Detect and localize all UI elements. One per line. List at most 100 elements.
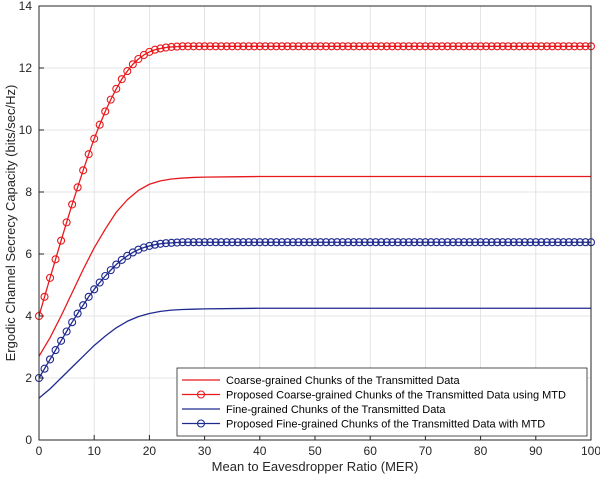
series-4-point [487, 238, 496, 247]
series-2-point [415, 42, 424, 51]
y-axis-label: Ergodic Channel Secrecy Capacity (bits/s… [3, 85, 18, 362]
series-4-point [388, 238, 397, 247]
series-2-point [272, 42, 281, 51]
series-2-point [233, 42, 242, 51]
series-2-point [382, 42, 391, 51]
series-4-point [531, 238, 540, 247]
series-2-point [498, 42, 507, 51]
series-4-point [432, 238, 441, 247]
series-2-point [421, 42, 430, 51]
series-4-point [437, 238, 447, 247]
series-2-point [570, 42, 579, 51]
series-2-point [542, 42, 551, 51]
series-4-point [299, 238, 309, 247]
series-4-point [167, 238, 176, 247]
series-2-point [73, 183, 82, 192]
series-4-point [333, 238, 342, 247]
series-4-point [277, 238, 286, 247]
series-4-point [581, 238, 590, 247]
series-4-point [45, 355, 55, 364]
series-2-point [189, 42, 198, 51]
series-4-point [454, 238, 463, 247]
series-2-point [377, 42, 386, 51]
series-4-point [266, 238, 275, 247]
series-4-point [62, 327, 71, 336]
legend-label-2: Proposed Coarse-grained Chunks of the Tr… [226, 390, 566, 402]
series-2-point [581, 42, 590, 51]
series-4-point [51, 346, 60, 355]
series-line-1 [38, 175, 591, 357]
series-2-point [106, 95, 115, 104]
series-4-point [145, 241, 154, 250]
series-2-point [206, 42, 215, 51]
series-2-point [261, 42, 270, 51]
series-4-point [575, 238, 585, 247]
series-2-point [200, 42, 209, 51]
series-4-point [459, 238, 469, 247]
series-4-point [40, 364, 49, 373]
series-4-point [493, 238, 502, 247]
series-2-point [145, 47, 154, 56]
series-2-point [531, 42, 540, 51]
series-2-point [471, 42, 480, 51]
series-2-point [526, 42, 535, 51]
series-4-point [448, 238, 458, 247]
x-tick-label: 80 [474, 444, 488, 458]
y-tick-label: 10 [19, 123, 33, 137]
series-2-point [366, 42, 375, 51]
series-4-point [426, 238, 435, 247]
legend-marker-4 [196, 419, 206, 428]
series-4-point [526, 238, 535, 247]
series-4-point [377, 238, 386, 247]
series-4-point [150, 240, 159, 249]
series-4-point [399, 238, 408, 247]
series-4-point [244, 238, 253, 247]
series-4-point [404, 238, 413, 247]
series-4-point [272, 238, 281, 247]
series-2-point [51, 255, 60, 264]
series-4-point [366, 238, 375, 247]
series-4-point [509, 238, 518, 247]
series-4-point [410, 238, 419, 247]
series-2-point [321, 42, 331, 51]
series-4-point [73, 309, 82, 318]
series-4-point [344, 238, 353, 247]
series-2-point [84, 150, 93, 159]
series-2-point [117, 75, 126, 84]
series-4-point [101, 271, 110, 281]
x-tick-label: 20 [143, 444, 157, 458]
series-2-point [459, 42, 469, 51]
series-4-point [294, 238, 303, 247]
y-tick-label: 4 [25, 309, 32, 323]
legend-box [176, 367, 588, 437]
series-4-point [106, 266, 115, 275]
series-4-point [261, 238, 270, 247]
series-4-point [498, 238, 507, 247]
series-4-point [79, 301, 88, 310]
series-4-point [548, 238, 557, 247]
series-4-point [520, 238, 529, 247]
x-tick-label: 30 [198, 444, 212, 458]
series-2-point [564, 42, 573, 51]
series-line-3 [38, 307, 591, 399]
x-tick-label: 90 [529, 444, 543, 458]
y-tick-label: 8 [25, 185, 32, 199]
series-4-point [559, 238, 568, 247]
x-tick-label: 10 [88, 444, 102, 458]
series-2-point [239, 42, 248, 51]
series-4-point [338, 238, 347, 247]
y-tick-label: 2 [25, 371, 32, 385]
x-tick-label: 50 [308, 444, 322, 458]
legend-label-3: Fine-grained Chunks of the Transmitted D… [226, 404, 446, 416]
series-4-point [200, 238, 209, 247]
series-4-point [504, 238, 513, 247]
series-2-point [432, 42, 441, 51]
series-4-point [178, 238, 187, 247]
series-2-point [228, 42, 237, 51]
series-2-point [255, 42, 264, 51]
series-2-point [266, 42, 275, 51]
series-4-point [305, 238, 314, 247]
axis-ticks: 0 10 20 30 40 50 60 70 80 90 100 0 2 4 6 8 10 12 14 [19, 0, 600, 458]
series-4-point [465, 238, 474, 247]
series-2-point [404, 42, 413, 51]
